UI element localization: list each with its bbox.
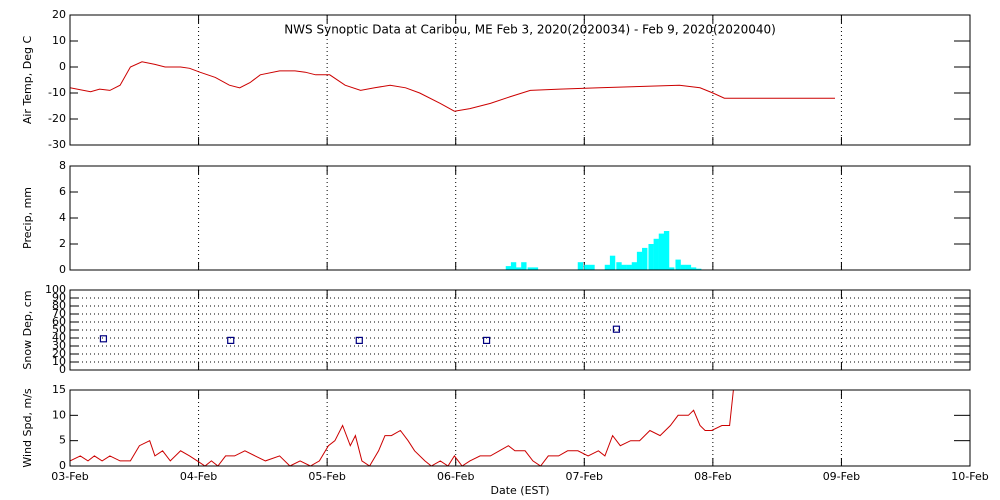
bar [584, 264, 590, 270]
point [99, 335, 108, 343]
y-tick-label: 20 [52, 347, 66, 360]
y-tick-label: 5 [59, 434, 66, 447]
chart-title: NWS Synoptic Data at Caribou, ME Feb 3, … [284, 23, 776, 37]
bar [696, 268, 702, 270]
x-axis-label: Date (EST) [490, 484, 549, 497]
panel-frame [69, 289, 971, 371]
bar [631, 262, 638, 270]
bar [663, 231, 670, 270]
bar [653, 238, 659, 270]
line [70, 61, 835, 112]
y-tick-label: 100 [45, 283, 66, 296]
y-tick-label: 10 [52, 34, 66, 47]
y-tick-label: 6 [59, 185, 66, 198]
y-tick-label: 0 [59, 459, 66, 472]
bar [609, 255, 616, 270]
bar [675, 259, 681, 270]
bar [616, 262, 622, 270]
plot-area [505, 231, 702, 270]
x-tick-label: 08-Feb [694, 470, 731, 483]
y-tick-label: 50 [52, 323, 66, 336]
y-tick-label: -30 [48, 138, 66, 151]
x-tick-label: 03-Feb [51, 470, 88, 483]
y-tick-label: 0 [59, 363, 66, 376]
x-tick-label: 10-Feb [951, 470, 988, 483]
bar [516, 267, 522, 270]
y-axis-label: Wind Spd, m/s [21, 388, 34, 468]
x-tick-label: 09-Feb [823, 470, 860, 483]
y-tick-label: -10 [48, 86, 66, 99]
y-tick-label: 70 [52, 307, 66, 320]
plot-area [70, 61, 835, 112]
y-axis-label: Precip, mm [21, 187, 34, 249]
y-tick-label: 40 [52, 331, 66, 344]
y-tick-label: 30 [52, 339, 66, 352]
bar [642, 247, 648, 270]
bar [690, 267, 697, 270]
bar [669, 267, 675, 270]
x-tick-label: 05-Feb [308, 470, 345, 483]
bar [577, 262, 584, 270]
y-axis-label: Snow Dep, cm [21, 290, 34, 369]
bar [604, 264, 611, 270]
y-tick-label: 4 [59, 211, 66, 224]
y-tick-label: 80 [52, 299, 66, 312]
y-axis-label: Air Temp, Deg C [21, 36, 34, 125]
plot-area [99, 325, 621, 344]
y-tick-label: 8 [59, 159, 66, 172]
y-tick-label: 10 [52, 355, 66, 368]
x-tick-label: 07-Feb [566, 470, 603, 483]
y-tick-label: 2 [59, 237, 66, 250]
y-tick-label: 60 [52, 315, 66, 328]
bar [680, 264, 686, 270]
point [355, 336, 363, 344]
bar [648, 244, 654, 270]
y-tick-label: 90 [52, 291, 66, 304]
line [70, 390, 734, 466]
panel-frame [69, 165, 971, 271]
bar [658, 233, 665, 270]
panel-frame [69, 14, 971, 146]
bar [510, 262, 517, 270]
point [227, 336, 235, 344]
bar [685, 264, 692, 270]
panel-frame [69, 389, 971, 467]
bar [589, 264, 595, 270]
bar [636, 251, 643, 270]
y-tick-label: 15 [52, 383, 66, 396]
x-tick-label: 04-Feb [180, 470, 217, 483]
bar [626, 264, 632, 270]
bar [621, 264, 627, 270]
bar [521, 262, 527, 270]
bar [532, 267, 539, 270]
bar [505, 266, 512, 270]
bar [527, 267, 533, 270]
x-tick-label: 06-Feb [437, 470, 474, 483]
y-tick-label: -20 [48, 112, 66, 125]
y-tick-label: 20 [52, 8, 66, 21]
point [482, 336, 491, 344]
y-tick-label: 10 [52, 408, 66, 421]
point [612, 325, 621, 333]
y-tick-label: 0 [59, 263, 66, 276]
y-tick-label: 0 [59, 60, 66, 73]
plot-area [70, 390, 734, 466]
